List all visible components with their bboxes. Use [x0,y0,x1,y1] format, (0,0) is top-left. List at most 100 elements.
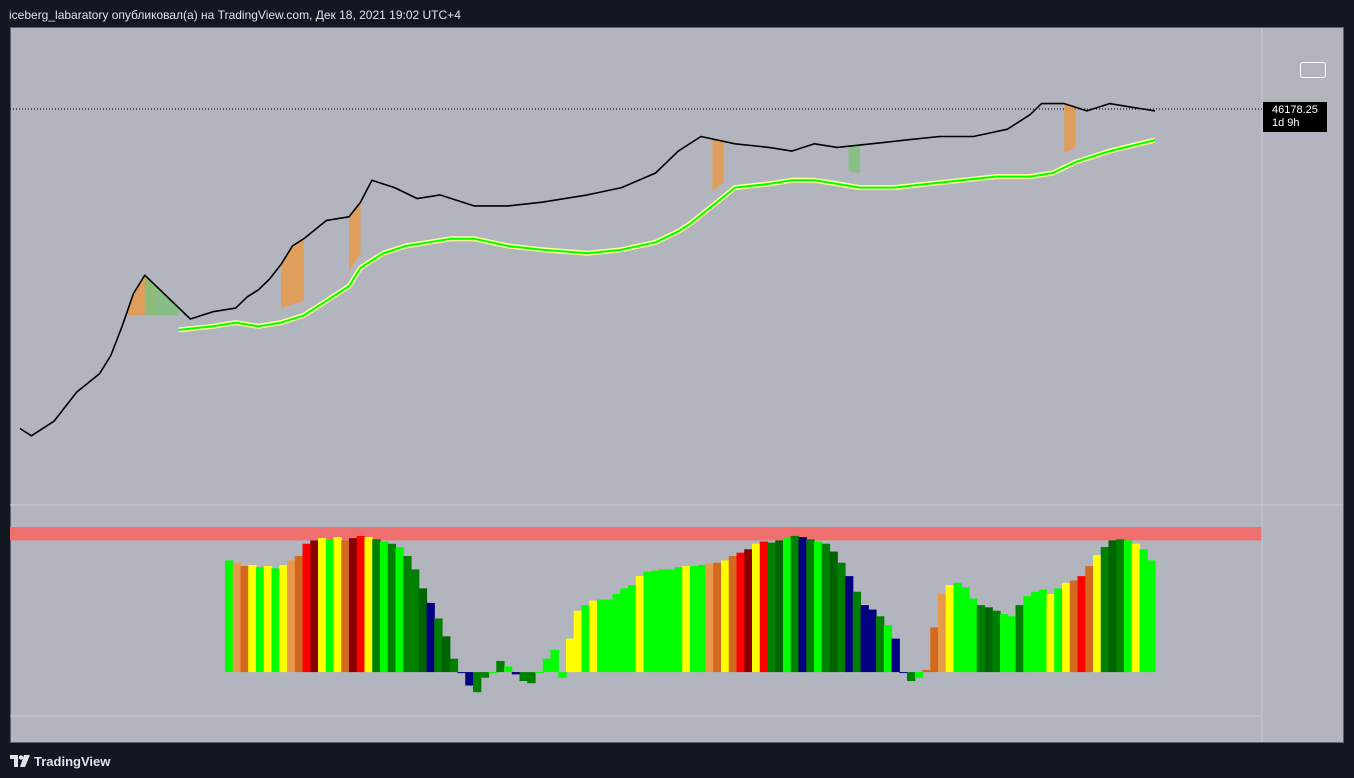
oscillator-bar [341,540,350,673]
oscillator-bar [1069,580,1079,673]
publication-header: iceberg_labaratory опубликовал(а) на Tra… [9,8,461,22]
chart-settings-button[interactable] [1300,62,1326,78]
oscillator-bar [814,541,823,673]
oscillator-bar [899,672,908,674]
oscillator-bar [1007,616,1017,673]
tradingview-brand[interactable]: TradingView [34,753,111,769]
price-ma-fill [1064,103,1076,153]
oscillator-bar [527,672,536,684]
moving-average-line [178,139,1156,331]
oscillator-bar [1015,605,1024,673]
price-ma-fill [281,238,304,309]
overbought-band [10,527,1262,541]
oscillator-bar [883,625,893,673]
oscillator-bar [271,568,280,673]
oscillator-bar [798,537,807,673]
oscillator-bar [930,627,939,673]
price-line [19,102,1156,437]
oscillator-bar [635,576,645,673]
oscillator-bar [674,567,683,673]
oscillator-bar [240,566,249,673]
oscillator-bar [783,538,792,673]
oscillator-bar [1000,614,1009,673]
oscillator-bar [573,610,583,673]
oscillator-bar [713,562,722,673]
oscillator-bar [837,562,846,673]
oscillator-bar [604,599,614,673]
oscillator-bar [1062,582,1071,673]
oscillator-bar [411,569,420,673]
oscillator-bar [976,605,986,673]
oscillator-bar [961,587,970,673]
oscillator-bar [1100,547,1110,673]
oscillator-bar [907,672,916,682]
oscillator-bar [1116,539,1125,673]
oscillator-bar [442,636,451,673]
oscillator-bar [403,556,412,673]
price-ma-fill [144,275,179,316]
oscillator-bar [325,539,335,673]
oscillator-bar [519,672,528,682]
oscillator-bar [697,564,707,673]
oscillator-bar [938,593,947,673]
oscillator-bar [1124,540,1133,673]
oscillator-bar [333,537,342,673]
oscillator-bar [465,672,474,686]
oscillator-bar [542,658,552,673]
price-ma-fill [848,145,860,173]
oscillator-bar [953,582,962,673]
oscillator-bar [790,535,800,673]
oscillator-pane [10,527,1262,693]
tradingview-logo-icon[interactable] [10,755,30,767]
oscillator-bar [1054,588,1063,673]
oscillator-bar [1147,560,1156,673]
oscillator-bar [263,566,273,673]
oscillator-bar [349,538,358,673]
oscillator-bar [318,538,327,673]
oscillator-bar [969,598,978,673]
oscillator-bar [473,672,482,693]
oscillator-bar [643,571,652,673]
footer: TradingView [10,751,110,771]
oscillator-bar [1077,576,1086,673]
oscillator-bar [992,610,1001,673]
oscillator-bar [566,638,575,673]
oscillator-bar [845,576,854,673]
oscillator-bar [1038,589,1048,673]
oscillator-bar [806,539,815,673]
oscillator-bar [426,602,435,673]
oscillator-bar [721,560,730,673]
oscillator-bar [945,585,955,673]
oscillator-bar [628,585,637,673]
oscillator-bar [480,672,490,678]
oscillator-bar [891,638,900,673]
oscillator-bar [752,543,761,673]
oscillator-bar [666,569,676,673]
last-price-label: 46178.25 1d 9h [1263,102,1327,132]
oscillator-bar [434,618,443,673]
oscillator-bar [690,566,699,673]
oscillator-bar [395,547,404,673]
oscillator-bar [659,569,668,673]
oscillator-bar [302,543,311,673]
oscillator-bar [364,537,373,673]
price-ma-fill [712,138,724,192]
oscillator-bar [380,541,389,673]
oscillator-bar [736,552,745,673]
oscillator-bar [1046,593,1055,673]
oscillator-bar [1085,566,1094,673]
price-pane [10,28,1343,742]
oscillator-bar [232,562,242,673]
oscillator-bar [767,542,776,673]
oscillator-bar [287,560,296,673]
oscillator-bar [1031,591,1040,673]
oscillator-bar [597,599,606,673]
oscillator-bar [984,607,993,673]
oscillator-bar [504,666,513,673]
oscillator-bar [294,556,304,673]
oscillator-bar [511,672,521,675]
oscillator-bar [1108,540,1117,673]
oscillator-bar [256,567,265,673]
oscillator-bar [225,560,234,673]
